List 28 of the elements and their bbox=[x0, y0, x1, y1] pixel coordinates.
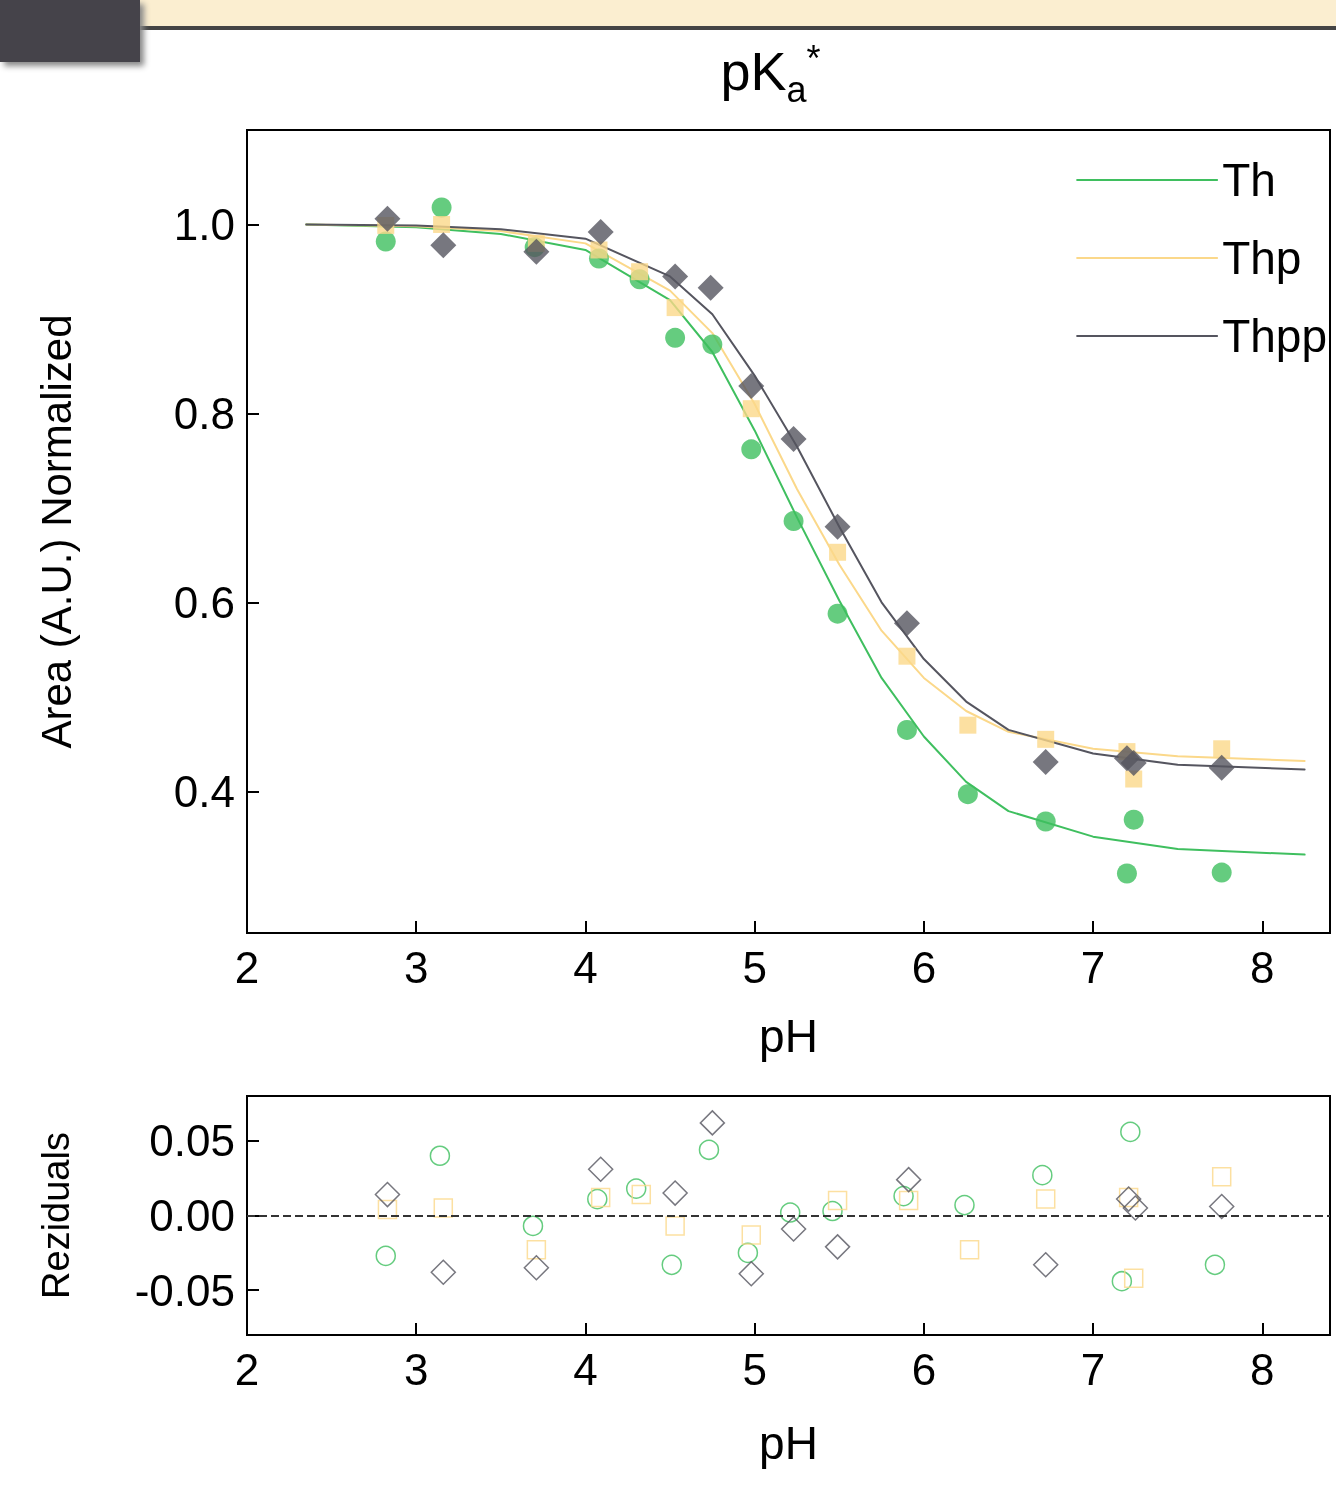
x-tick-label: 4 bbox=[573, 1344, 598, 1394]
y-tick-label: 0.05 bbox=[149, 1116, 235, 1166]
y-tick-label: 0.00 bbox=[149, 1191, 235, 1240]
y-tick-label: 1.0 bbox=[173, 199, 235, 249]
y-tick-label: 0.8 bbox=[173, 388, 235, 438]
x-tick-label: 2 bbox=[234, 942, 260, 992]
x-tick-label: 8 bbox=[1250, 1344, 1275, 1394]
y-tick-label: -0.05 bbox=[134, 1265, 235, 1315]
x-tick-label: 5 bbox=[742, 1344, 767, 1394]
legend-label: Th bbox=[1222, 154, 1276, 206]
legend-label: Thp bbox=[1222, 232, 1302, 284]
y-tick-label: 0.6 bbox=[173, 577, 235, 627]
y-tick-label: 0.4 bbox=[173, 766, 235, 816]
y-axis-title: Area (A.U.) Normalized bbox=[32, 314, 80, 749]
x-axis-title: pH bbox=[759, 1010, 818, 1062]
x-tick-label: 3 bbox=[403, 942, 429, 992]
x-tick-label: 4 bbox=[573, 942, 598, 992]
x-tick-label: 6 bbox=[911, 942, 937, 992]
y-axis-title: Reziduals bbox=[35, 1132, 77, 1299]
x-tick-label: 2 bbox=[234, 1344, 260, 1394]
x-tick-label: 8 bbox=[1250, 942, 1275, 992]
x-tick-label: 6 bbox=[911, 1344, 937, 1394]
legend-label: Thpp bbox=[1222, 310, 1328, 362]
x-tick-label: 7 bbox=[1080, 1344, 1106, 1394]
x-tick-label: 7 bbox=[1080, 942, 1106, 992]
x-axis-title: pH bbox=[759, 1417, 818, 1469]
x-tick-label: 5 bbox=[742, 942, 767, 992]
x-tick-label: 3 bbox=[403, 1344, 429, 1394]
